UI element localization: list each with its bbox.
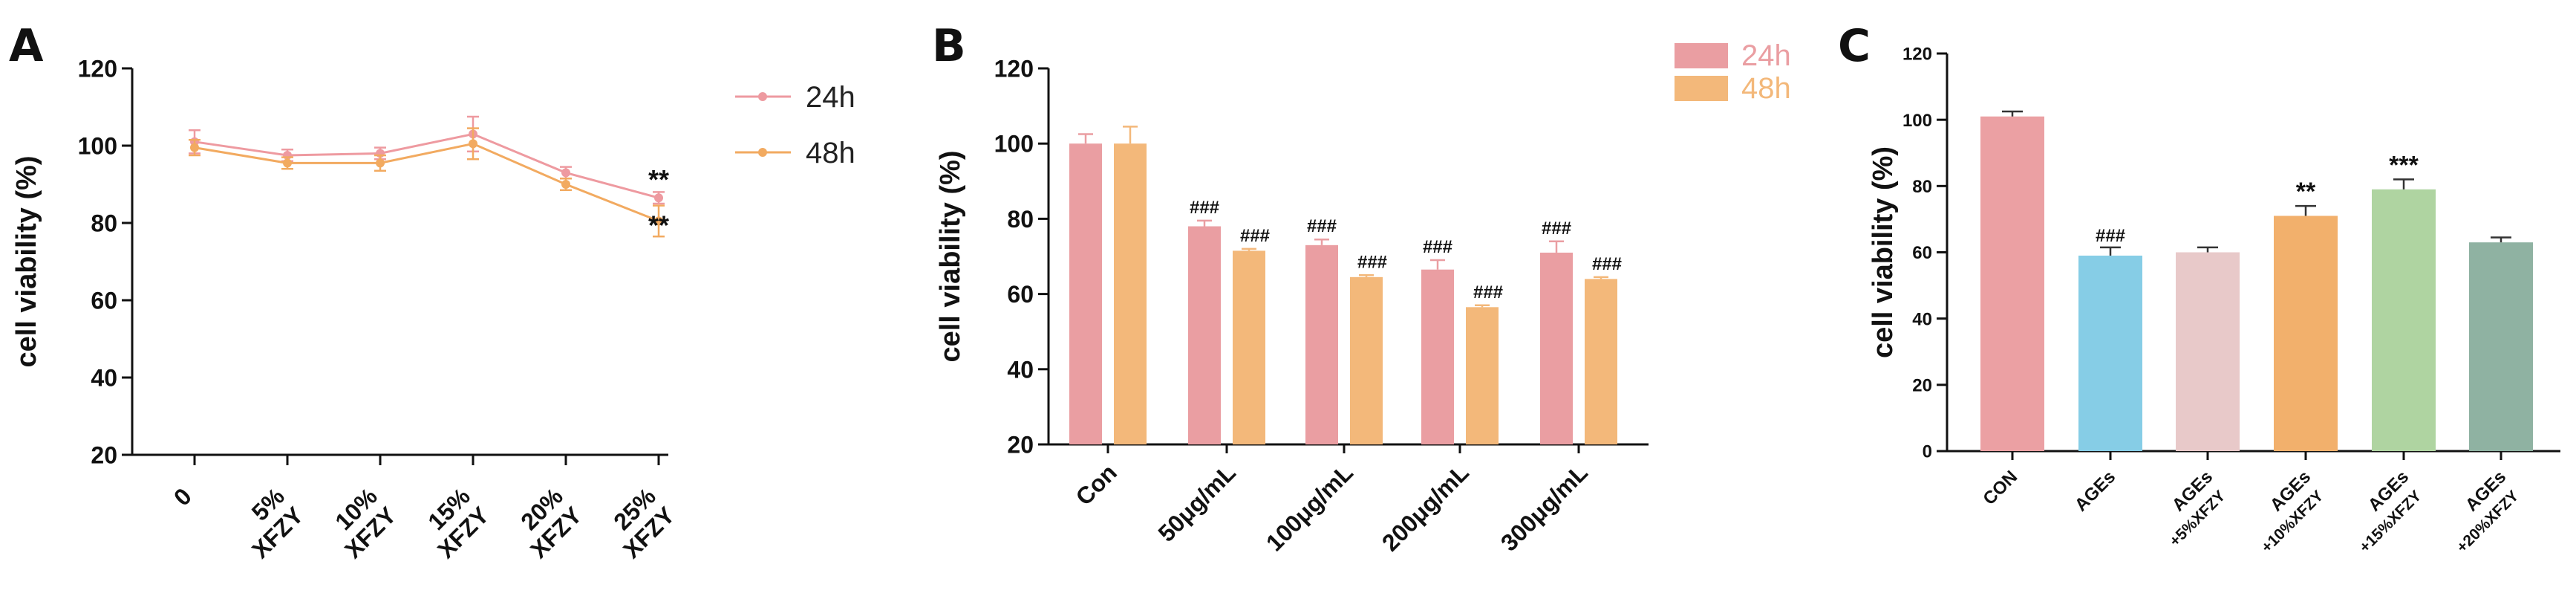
- chart-b-x-tick-label: 200μg/mL: [1377, 459, 1474, 556]
- chart-b-legend-label: 24h: [1741, 39, 1791, 72]
- chart-b-series-48h-bar: [1466, 307, 1499, 444]
- chart-b-x-tick-label: 50μg/mL: [1152, 459, 1241, 547]
- chart-b-series-48h-annotation: ###: [1473, 282, 1503, 302]
- chart-a-series-48h-point: [283, 158, 292, 168]
- chart-a-x-tick-label-group: 20%XFZY: [515, 482, 587, 563]
- chart-a-series-48h-point: [654, 216, 663, 226]
- panel-letter-a: A: [9, 20, 44, 72]
- chart-a-x-tick-label-group: 15%XFZY: [423, 482, 494, 563]
- chart-b-legend-label: 48h: [1741, 72, 1791, 105]
- chart-a-legend-label: 24h: [806, 81, 855, 114]
- chart-c-annotation: ***: [2389, 151, 2419, 179]
- chart-b: 20 40 60 80 100 120 cell viability (%) Con 50μg/…: [935, 39, 1791, 557]
- chart-c-x-tick-label-group: AGEs+5%XFZY: [2166, 467, 2228, 550]
- chart-a-x-tick-label-group: 10%XFZY: [330, 482, 401, 563]
- panel-letter-b: B: [932, 20, 966, 72]
- chart-b-series-24h-annotation: ###: [1307, 216, 1337, 236]
- chart-a-x-tick-label-group: 25%XFZY: [608, 482, 679, 563]
- panel-letter-c: C: [1838, 20, 1871, 72]
- chart-a-series-48h-point: [376, 158, 385, 168]
- chart-c-y-axis-title: cell viability (%): [1868, 146, 1899, 358]
- chart-c-x-tick-label-group: CON: [1979, 467, 2021, 509]
- chart-a: 20 40 60 80 100 120 cell viability (%) 0 5%XFZY 1…: [11, 56, 855, 564]
- chart-c-x-tick-label-group: AGEs+20%XFZY: [2453, 467, 2523, 556]
- chart-c-bar: [1980, 116, 2044, 452]
- chart-c: 0 20 40 60 80 100 120 cell viability (%) CON ### A…: [1868, 45, 2560, 556]
- chart-a-series-24h-point: [561, 168, 570, 178]
- chart-b-series-24h-bar: [1188, 226, 1221, 444]
- chart-a-y-tick-label: 60: [91, 288, 117, 314]
- chart-c-y-tick-label: 60: [1912, 243, 1932, 263]
- chart-c-y-tick-label: 120: [1902, 45, 1932, 65]
- chart-b-series-48h-annotation: ###: [1357, 252, 1387, 272]
- chart-a-x-tick-label: 0: [169, 482, 197, 511]
- chart-a-series-48h-point: [469, 139, 477, 149]
- chart-b-series-24h-bar: [1305, 245, 1338, 444]
- chart-c-y-tick-label: 40: [1912, 309, 1932, 329]
- chart-a-series-48h-annotation: **: [648, 210, 669, 240]
- chart-b-y-tick-label: 120: [994, 56, 1034, 82]
- chart-b-x-tick-label: 300μg/mL: [1496, 459, 1593, 556]
- chart-a-series-48h-line: [194, 142, 659, 222]
- chart-a-x-tick-label-group: 5%XFZY: [247, 482, 309, 563]
- chart-a-x-tick-label-group: 0: [169, 482, 197, 511]
- chart-c-x-tick-label-group: AGEs+10%XFZY: [2258, 467, 2327, 556]
- chart-b-series-24h-annotation: ###: [1190, 198, 1219, 218]
- chart-c-bar: [2078, 255, 2142, 451]
- chart-a-series-24h-line: [194, 132, 659, 199]
- chart-b-series-48h-bar: [1114, 143, 1147, 444]
- chart-b-series-24h-bar: [1421, 269, 1454, 444]
- chart-b-legend-swatch: [1675, 43, 1728, 68]
- chart-b-y-tick-label: 60: [1007, 281, 1034, 308]
- chart-c-y-tick-label: 20: [1912, 375, 1932, 395]
- chart-b-y-tick-label: 80: [1007, 206, 1034, 233]
- chart-c-x-tick-label: AGEs: [2071, 467, 2119, 515]
- chart-b-series-48h-bar: [1233, 250, 1265, 444]
- chart-c-x-tick-label-group: AGEs: [2071, 467, 2119, 515]
- chart-c-y-tick-label: 80: [1912, 177, 1932, 197]
- chart-b-series-48h-annotation: ###: [1240, 226, 1270, 246]
- chart-b-x-tick-label: 100μg/mL: [1261, 459, 1358, 556]
- chart-b-y-tick-label: 40: [1007, 356, 1034, 383]
- chart-a-y-axis-title: cell viability (%): [11, 155, 42, 367]
- chart-b-series-24h-bar: [1540, 252, 1573, 444]
- chart-b-series-48h-bar: [1350, 276, 1383, 444]
- chart-b-legend-swatch: [1675, 76, 1728, 101]
- chart-c-bar: [2274, 216, 2338, 451]
- chart-b-series-48h-annotation: ###: [1592, 254, 1622, 274]
- chart-b-y-axis-title: cell viability (%): [935, 150, 966, 362]
- chart-c-bar: [2372, 189, 2436, 451]
- chart-a-series-48h-point: [190, 143, 199, 152]
- chart-a-series-24h-annotation: **: [648, 164, 669, 195]
- chart-c-x-tick-label-group: AGEs+15%XFZY: [2356, 467, 2425, 556]
- chart-a-legend-marker: [758, 148, 767, 157]
- chart-c-y-tick-label: 0: [1923, 442, 1932, 462]
- chart-a-y-tick-label: 40: [91, 365, 117, 392]
- chart-a-legend-marker: [758, 92, 767, 101]
- chart-a-y-tick-label: 100: [78, 133, 117, 160]
- chart-c-annotation: ###: [2096, 226, 2125, 246]
- chart-c-x-tick-label: CON: [1979, 467, 2021, 509]
- chart-b-series-24h-annotation: ###: [1423, 237, 1452, 257]
- chart-c-y-tick-label: 100: [1902, 111, 1932, 131]
- chart-a-y-tick-label: 20: [91, 442, 117, 469]
- chart-c-bar: [2176, 252, 2240, 451]
- chart-c-bar: [2469, 242, 2533, 451]
- chart-b-y-tick-label: 100: [994, 131, 1034, 158]
- chart-b-y-tick-label: 20: [1007, 432, 1034, 459]
- chart-a-series-48h-point: [561, 180, 570, 189]
- chart-b-series-24h-annotation: ###: [1542, 218, 1571, 239]
- chart-b-series-24h-bar: [1069, 143, 1102, 444]
- chart-c-annotation: **: [2296, 178, 2316, 206]
- chart-b-series-48h-bar: [1585, 279, 1617, 444]
- chart-a-series-24h-point: [654, 193, 663, 203]
- chart-a-y-tick-label: 120: [78, 56, 117, 82]
- chart-b-x-tick-label: Con: [1071, 459, 1122, 510]
- chart-a-legend-label: 48h: [806, 137, 855, 169]
- chart-a-y-tick-label: 80: [91, 210, 117, 237]
